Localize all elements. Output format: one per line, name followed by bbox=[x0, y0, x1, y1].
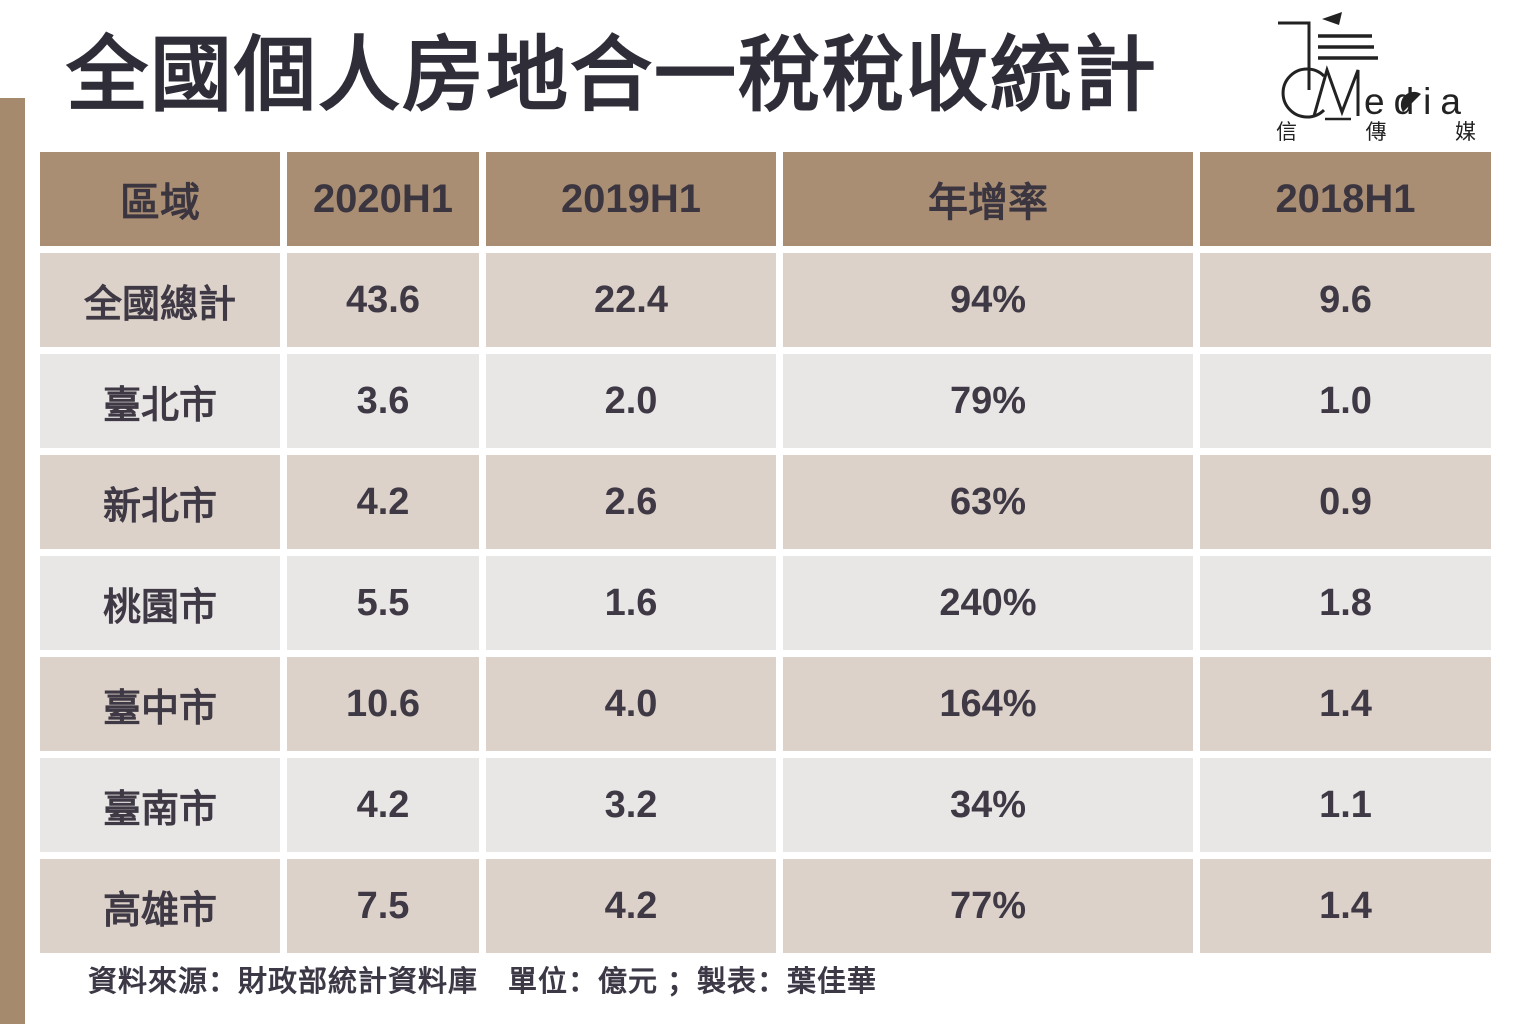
table-row-cell: 1.1 bbox=[1200, 758, 1491, 852]
table-row-cell: 臺中市 bbox=[40, 657, 280, 751]
cmedia-logo: edia 信傳媒 bbox=[1276, 12, 1476, 144]
logo-dot bbox=[1322, 12, 1342, 25]
table-row-cell: 240% bbox=[783, 556, 1193, 650]
table-row-cell: 臺北市 bbox=[40, 354, 280, 448]
logo-brand-text: edia bbox=[1364, 81, 1470, 122]
table-row-cell: 1.4 bbox=[1200, 859, 1491, 953]
column-header-yoy: 年增率 bbox=[783, 152, 1193, 246]
table-row-cell: 1.4 bbox=[1200, 657, 1491, 751]
table-row-cell: 164% bbox=[783, 657, 1193, 751]
table-row-cell: 1.6 bbox=[486, 556, 776, 650]
table-row-cell: 4.2 bbox=[287, 758, 479, 852]
table-row-cell: 臺南市 bbox=[40, 758, 280, 852]
page-title: 全國個人房地合一稅稅收統計 bbox=[66, 30, 1159, 121]
table-row-cell: 9.6 bbox=[1200, 253, 1491, 347]
table-row-cell: 4.0 bbox=[486, 657, 776, 751]
table-row-cell: 10.6 bbox=[287, 657, 479, 751]
logo-m-mark bbox=[1312, 65, 1360, 117]
logo-d-halfdisc bbox=[1400, 91, 1421, 112]
table-row-cell: 0.9 bbox=[1200, 455, 1491, 549]
table-row-cell: 4.2 bbox=[287, 455, 479, 549]
table-row-cell: 新北市 bbox=[40, 455, 280, 549]
column-header-2018h1: 2018H1 bbox=[1200, 152, 1491, 246]
table-row-cell: 3.6 bbox=[287, 354, 479, 448]
table-row-cell: 79% bbox=[783, 354, 1193, 448]
logo-speech-lines bbox=[1318, 34, 1378, 60]
logo-seven-stroke bbox=[1278, 21, 1311, 90]
table-row-cell: 22.4 bbox=[486, 253, 776, 347]
logo-cjk-text: 信傳媒 bbox=[1276, 120, 1476, 144]
table-row-cell: 4.2 bbox=[486, 859, 776, 953]
table-row-cell: 高雄市 bbox=[40, 859, 280, 953]
column-header-2020h1: 2020H1 bbox=[287, 152, 479, 246]
table-row-cell: 77% bbox=[783, 859, 1193, 953]
table-row-cell: 桃園市 bbox=[40, 556, 280, 650]
logo-c-mark bbox=[1281, 67, 1326, 119]
table-row-cell: 1.0 bbox=[1200, 354, 1491, 448]
source-note: 資料來源：財政部統計資料庫 單位：億元 ；製表：葉佳華 bbox=[88, 966, 878, 998]
table-row-cell: 3.2 bbox=[486, 758, 776, 852]
table-row-cell: 全國總計 bbox=[40, 253, 280, 347]
table-row-cell: 94% bbox=[783, 253, 1193, 347]
table-row-cell: 43.6 bbox=[287, 253, 479, 347]
tax-statistics-table: 區域 2020H1 2019H1 年增率 2018H1 全國總計 43.6 22… bbox=[40, 152, 1491, 953]
table-row-cell: 7.5 bbox=[287, 859, 479, 953]
table-row-cell: 5.5 bbox=[287, 556, 479, 650]
column-header-region: 區域 bbox=[40, 152, 280, 246]
column-header-2019h1: 2019H1 bbox=[486, 152, 776, 246]
left-accent-bar bbox=[0, 98, 25, 1024]
table-row-cell: 2.6 bbox=[486, 455, 776, 549]
table-row-cell: 63% bbox=[783, 455, 1193, 549]
table-row-cell: 1.8 bbox=[1200, 556, 1491, 650]
table-row-cell: 34% bbox=[783, 758, 1193, 852]
table-row-cell: 2.0 bbox=[486, 354, 776, 448]
